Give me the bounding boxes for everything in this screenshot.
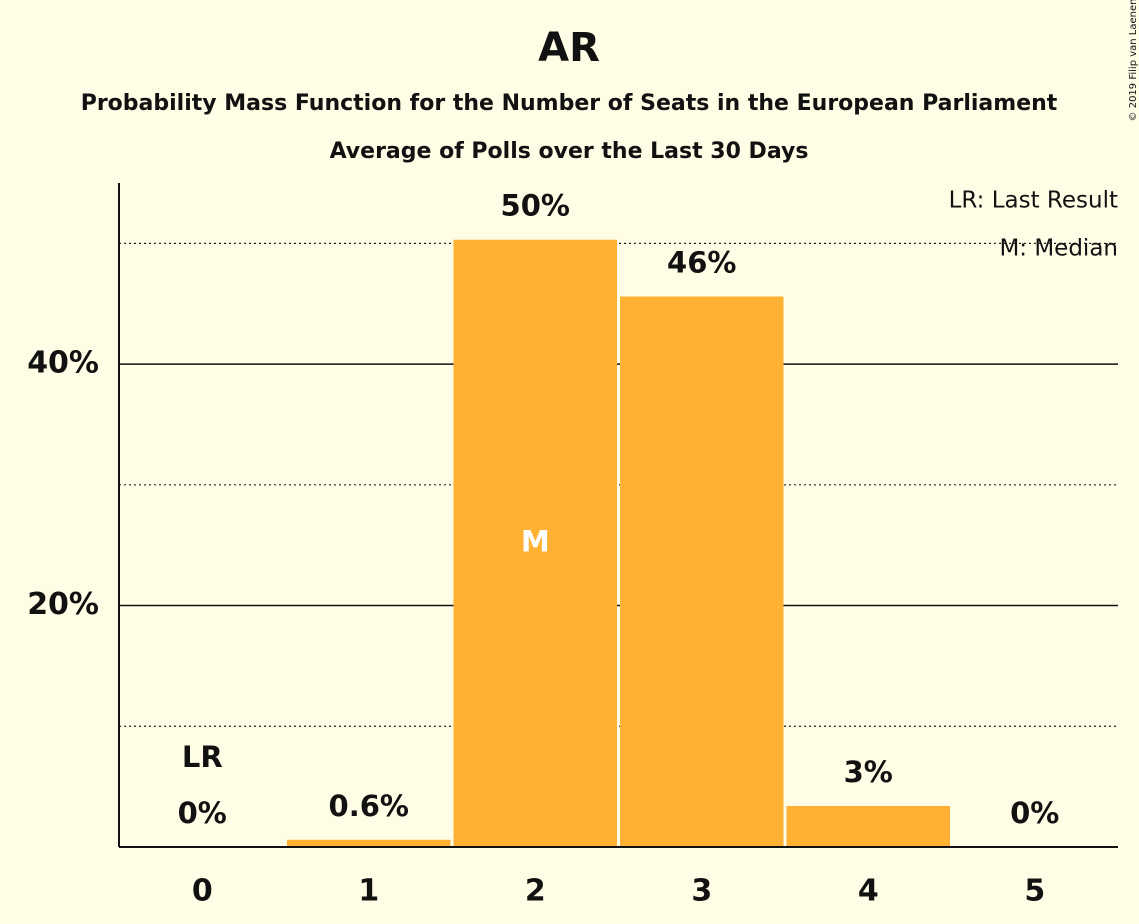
value-label: 3% — [844, 755, 893, 789]
x-tick-label: 0 — [192, 874, 213, 909]
chart-subtitle: Average of Polls over the Last 30 Days — [330, 139, 809, 164]
y-tick-label: 40% — [27, 346, 99, 381]
x-tick-label: 1 — [358, 874, 379, 909]
legend-entry: M: Median — [999, 236, 1118, 262]
bar — [620, 296, 784, 847]
value-label: 0% — [178, 796, 227, 830]
bar — [453, 239, 617, 847]
x-tick-label: 4 — [858, 874, 879, 909]
x-tick-label: 2 — [525, 874, 546, 909]
x-tick-label: 3 — [691, 874, 712, 909]
chart-title: AR — [538, 25, 600, 71]
last-result-marker: LR — [182, 740, 223, 774]
chart-subtitle: Probability Mass Function for the Number… — [81, 91, 1058, 116]
value-label: 0.6% — [329, 789, 409, 823]
value-label: 50% — [501, 189, 570, 223]
median-marker: M — [521, 524, 550, 558]
bar — [786, 805, 950, 847]
value-label: 46% — [667, 245, 736, 279]
value-label: 0% — [1010, 796, 1059, 830]
bar — [287, 839, 451, 847]
copyright: © 2019 Filip van Laenen — [1128, 0, 1139, 121]
x-tick-label: 5 — [1024, 874, 1045, 909]
legend-entry: LR: Last Result — [949, 188, 1118, 214]
y-tick-label: 20% — [27, 587, 99, 622]
